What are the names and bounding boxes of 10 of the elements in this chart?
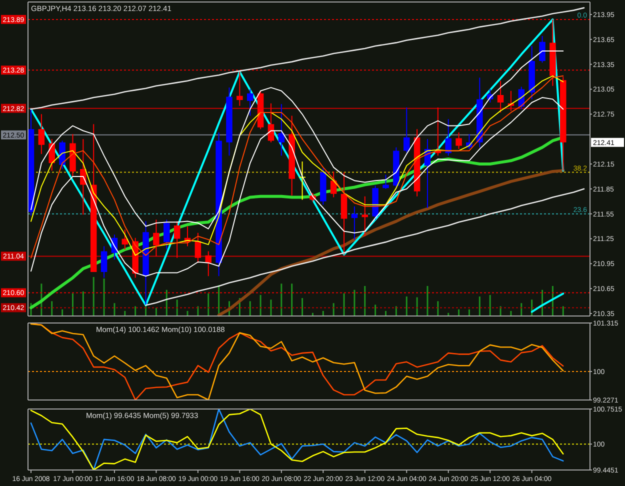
line-series	[30, 50, 564, 230]
line-series	[30, 7, 585, 110]
line-series	[217, 169, 565, 317]
candlestick	[299, 161, 306, 200]
line-series	[30, 322, 564, 401]
line-series	[30, 408, 564, 470]
candlestick	[236, 72, 243, 106]
candlestick	[456, 132, 462, 150]
line-series	[30, 97, 564, 277]
candlestick	[226, 88, 232, 156]
